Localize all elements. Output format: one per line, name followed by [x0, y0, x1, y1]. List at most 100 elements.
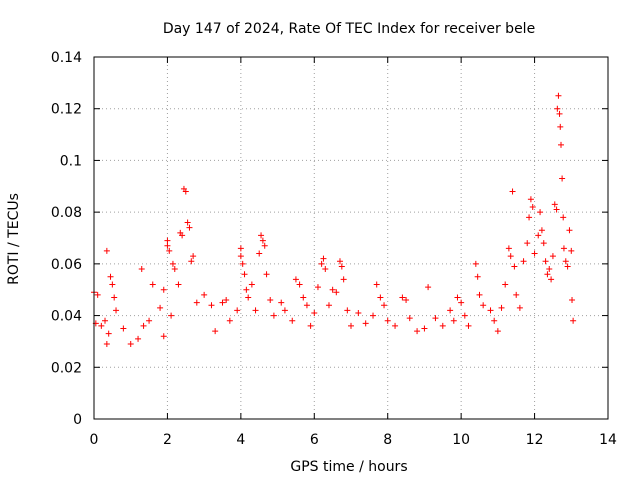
data-point [344, 307, 351, 314]
data-point [511, 263, 518, 270]
data-point [208, 302, 215, 309]
data-point [190, 253, 197, 260]
data-point [120, 325, 127, 332]
data-point [421, 325, 428, 332]
data-point [102, 317, 109, 324]
data-point [320, 255, 327, 262]
data-point [537, 209, 544, 216]
data-point [560, 214, 567, 221]
data-point [425, 284, 432, 291]
x-tick-label: 10 [452, 432, 470, 448]
data-point [480, 302, 487, 309]
x-tick-label: 6 [310, 432, 319, 448]
data-point [505, 245, 512, 252]
x-axis-label: GPS time / hours [290, 459, 407, 475]
data-point [168, 312, 175, 319]
data-point [558, 141, 565, 148]
data-point [303, 302, 310, 309]
data-point [237, 245, 244, 252]
y-tick-label: 0.02 [51, 360, 82, 376]
data-point [540, 240, 547, 247]
data-point [333, 289, 340, 296]
data-point [491, 317, 498, 324]
data-point [234, 307, 241, 314]
data-point [414, 328, 421, 335]
data-point [182, 188, 189, 195]
data-point [289, 317, 296, 324]
data-point [164, 242, 171, 249]
data-point [432, 315, 439, 322]
data-point [338, 263, 345, 270]
data-point [544, 271, 551, 278]
x-tick-label: 14 [599, 432, 617, 448]
data-point [538, 227, 545, 234]
data-point [138, 266, 145, 273]
data-point [498, 304, 505, 311]
data-point [239, 260, 246, 267]
data-point [318, 260, 325, 267]
data-point [325, 302, 332, 309]
data-point [556, 110, 563, 117]
data-point [502, 281, 509, 288]
data-point [355, 309, 362, 316]
data-point [245, 294, 252, 301]
data-point [160, 333, 167, 340]
data-point [527, 196, 534, 203]
data-point [314, 284, 321, 291]
data-point [494, 328, 501, 335]
data-point [188, 258, 195, 265]
data-point [248, 281, 255, 288]
data-point [263, 271, 270, 278]
y-tick-label: 0.1 [60, 153, 82, 169]
data-point [557, 123, 564, 130]
data-point [524, 240, 531, 247]
data-point [447, 307, 454, 314]
data-point [551, 201, 558, 208]
data-point [535, 232, 542, 239]
data-point [103, 247, 110, 254]
data-point [259, 237, 266, 244]
data-point [212, 328, 219, 335]
data-point [381, 302, 388, 309]
data-point [219, 299, 226, 306]
data-point [184, 219, 191, 226]
data-point [223, 297, 230, 304]
data-point [307, 322, 314, 329]
data-point [569, 297, 576, 304]
data-point [520, 258, 527, 265]
y-axis-label: ROTI / TECUs [6, 193, 22, 285]
data-point [450, 317, 457, 324]
data-point [186, 224, 193, 231]
data-point [329, 286, 336, 293]
data-point [373, 281, 380, 288]
data-point [113, 307, 120, 314]
data-point [107, 273, 114, 280]
plot-frame [93, 56, 609, 420]
y-tick-label: 0.08 [51, 205, 82, 221]
data-point [554, 105, 561, 112]
data-point [109, 281, 116, 288]
data-point [531, 250, 538, 257]
data-point [193, 299, 200, 306]
data-point [340, 276, 347, 283]
data-point [564, 263, 571, 270]
y-tick-label: 0.04 [51, 309, 82, 325]
data-point [336, 258, 343, 265]
data-point [513, 291, 520, 298]
data-point [474, 273, 481, 280]
y-tick-label: 0.06 [51, 257, 82, 273]
data-point [568, 247, 575, 254]
data-point [553, 206, 560, 213]
data-point [111, 294, 118, 301]
axis-ticks: 0 2 4 6 8 10 12 14 0 0.02 0.04 0.06 0.08 0.1 0.12 0.14 [51, 50, 617, 448]
data-point [555, 92, 562, 99]
data-point [146, 317, 153, 324]
data-point [241, 271, 248, 278]
data-point [461, 312, 468, 319]
data-point [261, 242, 268, 249]
data-point [256, 250, 263, 257]
data-points [91, 92, 577, 348]
data-point [439, 322, 446, 329]
chart-title: Day 147 of 2024, Rate Of TEC Index for r… [163, 21, 535, 37]
